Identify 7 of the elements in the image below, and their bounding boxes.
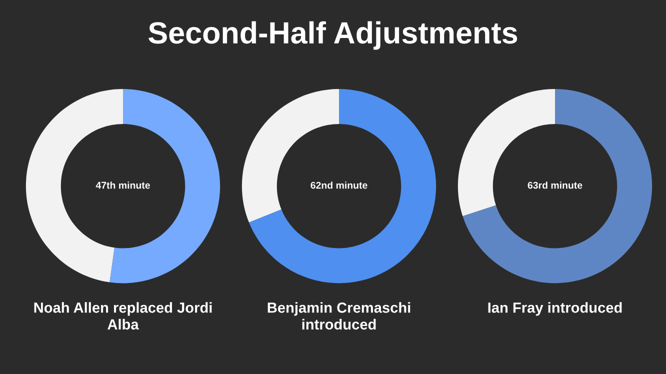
text: 47th minute bbox=[96, 182, 150, 189]
text: Second-Half Adjustments bbox=[148, 21, 518, 50]
text: 62nd minute bbox=[310, 182, 368, 189]
text: Benjamin Cremaschi introduced bbox=[268, 302, 410, 330]
text: Ian Fray introduced bbox=[488, 302, 622, 316]
text: Noah Allen replaced Jordi Alba bbox=[34, 302, 212, 330]
text: 63rd minute bbox=[528, 182, 582, 189]
